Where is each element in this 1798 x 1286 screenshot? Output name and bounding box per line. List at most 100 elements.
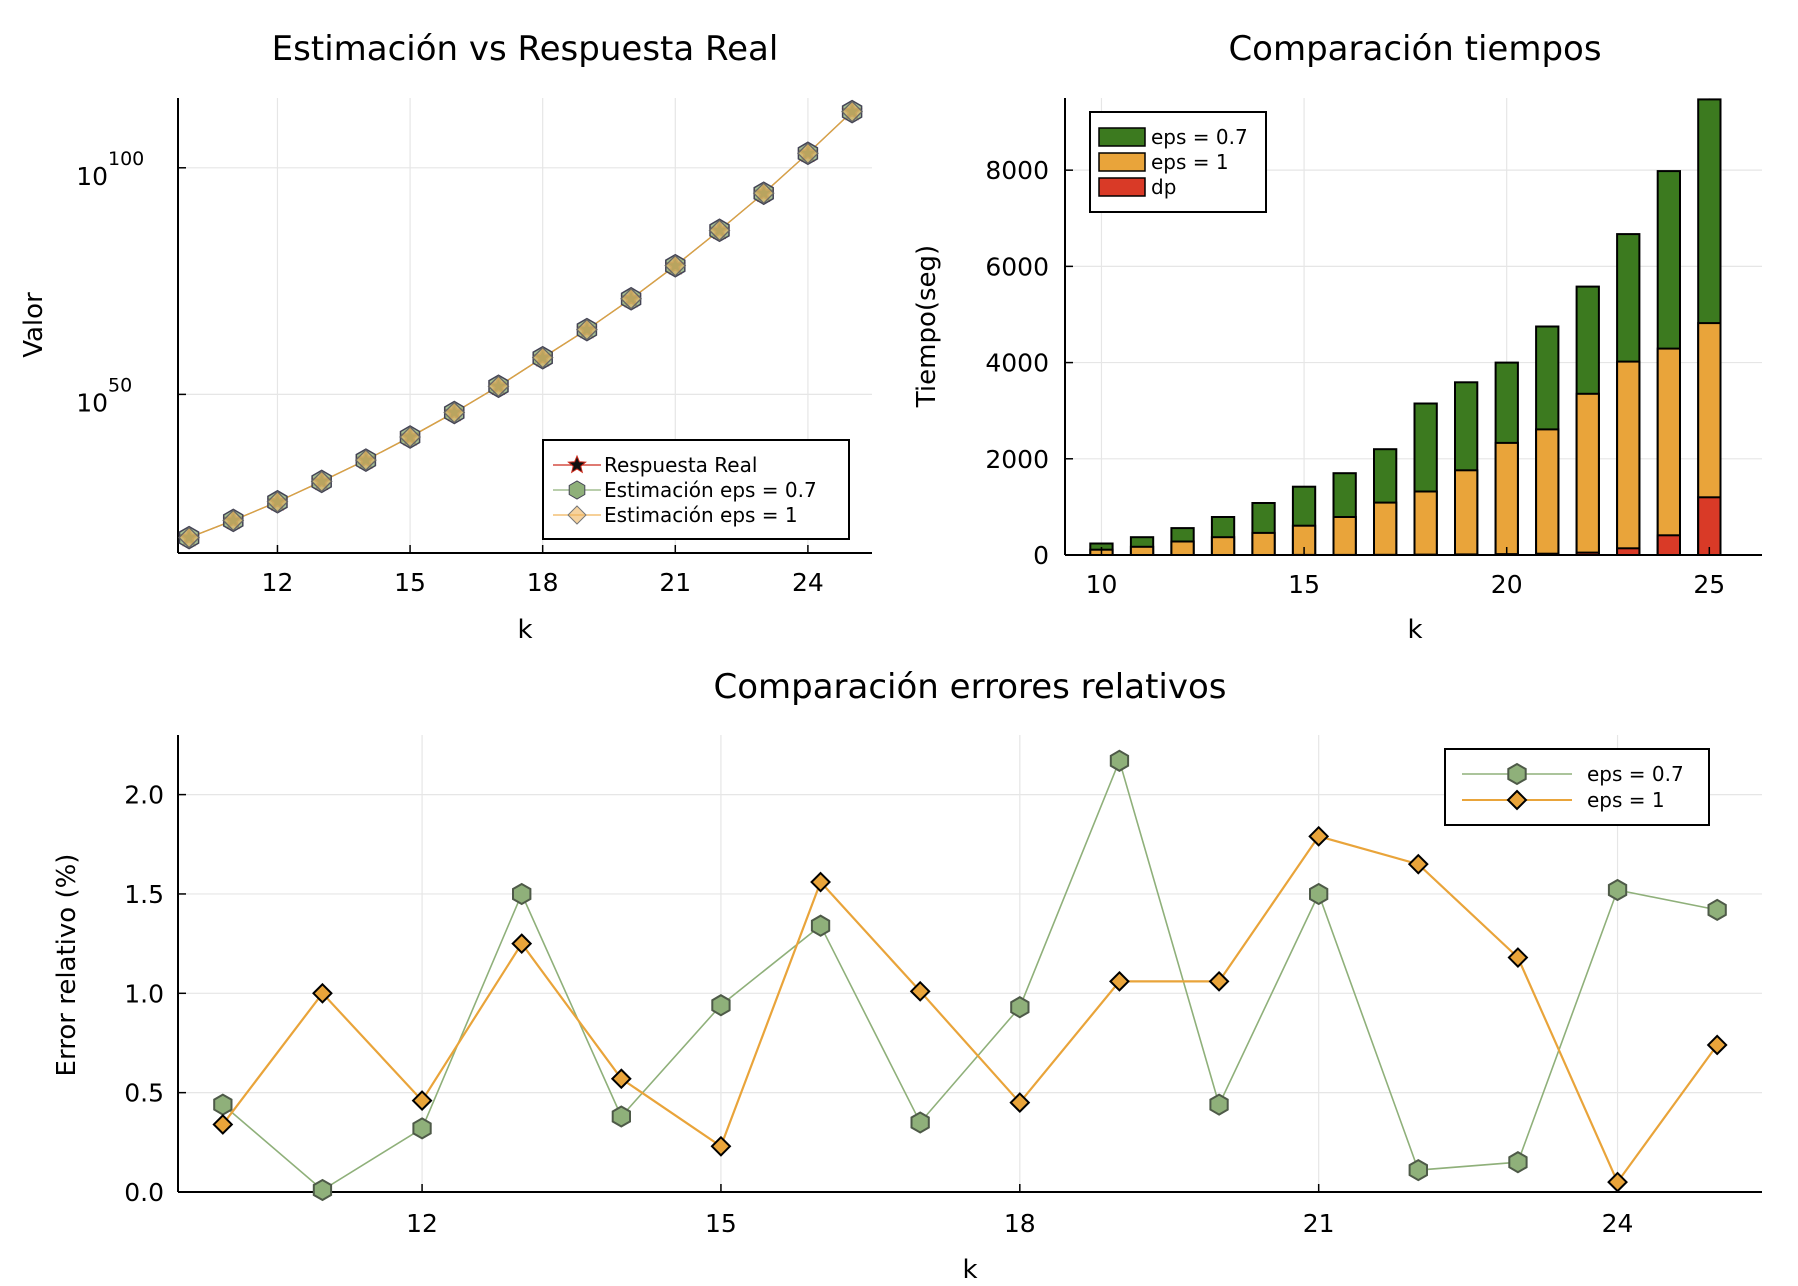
p3-point-eps07 [1010,996,1030,1019]
p2-legend-eps07: eps = 0.7 [1151,125,1248,149]
p1-legend-real: Respuesta Real [604,453,757,477]
p3-point-eps07 [512,882,532,906]
p2-y-tick-label: 6000 [985,252,1049,281]
p2-bar-dp [1697,496,1722,556]
p2-bar-dp [1656,534,1681,556]
p3-legend: eps = 0.7 eps = 1 [1444,748,1710,826]
p2-legend-eps1: eps = 1 [1151,150,1229,174]
p2-legend-swatch-eps07 [1098,127,1146,147]
p2-bar-eps1 [1170,540,1195,556]
p3-ylabel: Error relativo (%) [52,854,82,1077]
p1-x-tick-label: 18 [527,568,559,597]
p2-bar-eps1 [1454,469,1479,556]
title-estimacion: Estimación vs Respuesta Real [272,29,779,69]
p3-point-eps07 [412,1117,432,1140]
p3-x-tick-label: 18 [1004,1209,1036,1238]
p1-x-tick-label: 24 [792,568,824,597]
p1-legend-hexagon-icon [568,480,586,500]
p2-y-tick-label: 4000 [985,349,1049,378]
p1-y-tick-exponent: 100 [108,148,144,170]
p3-legend-diamond-icon [1506,789,1528,811]
p1-point-eps1 [575,318,598,341]
p1-point-eps1 [443,401,466,424]
p3-point-eps1 [610,1068,632,1090]
p3-legend-eps07: eps = 0.7 [1587,762,1684,786]
p1-series-line [188,111,853,539]
p2-bar-eps1 [1251,531,1276,557]
p2-x-tick-label: 10 [1086,570,1118,599]
p3-y-tick-label: 0.5 [124,1079,164,1108]
p3-legend-hexagon-icon [1507,762,1527,786]
title-errores: Comparación errores relativos [713,667,1226,707]
p2-legend-swatch-dp [1098,177,1146,197]
p3-point-eps1 [909,980,931,1002]
p3-y-tick-label: 0.0 [124,1178,164,1207]
p3-point-eps1 [710,1135,732,1157]
panel-errores: Comparación errores relativos 12 15 18 21 24… [52,667,1762,1285]
p3-point-eps07 [312,1178,333,1202]
p2-bar-eps1 [1129,545,1155,556]
p2-bar-eps1 [1332,516,1357,556]
p1-legend-diamond-icon [567,505,587,525]
p1-point-eps1 [752,182,775,205]
p1-y-tick-label: 10 [76,162,108,191]
p2-bar-dp [1616,547,1641,556]
p3-x-tick-label: 15 [705,1209,737,1238]
title-tiempos: Comparación tiempos [1228,29,1601,69]
p3-point-eps07 [1209,1093,1229,1116]
p2-bar-eps1 [1373,501,1398,557]
p3-point-eps1 [411,1090,433,1112]
p3-point-eps1 [810,871,831,893]
p2-legend-dp: dp [1151,175,1176,199]
p2-y-tick-label: 2000 [985,445,1049,474]
p3-point-eps07 [1408,1158,1428,1182]
p1-point-eps1 [266,490,289,513]
p1-point-eps1 [664,254,687,277]
p1-legend-eps1: Estimación eps = 1 [604,503,798,527]
p2-bar-eps1 [1616,360,1641,556]
p3-point-eps07 [1309,882,1329,906]
p3-x-tick-label: 21 [1303,1209,1335,1238]
p3-point-eps07 [810,914,831,937]
p3-point-eps07 [1508,1151,1528,1174]
p3-point-eps1 [511,933,533,955]
p1-point-eps1 [354,449,377,472]
p3-point-eps1 [1507,947,1529,968]
p1-point-eps1 [708,219,731,242]
p1-point-eps1 [178,526,200,549]
p1-ylabel: Valor [19,292,49,358]
p3-point-eps1 [1706,1034,1728,1056]
p3-point-eps07 [1607,878,1628,902]
p1-xlabel: k [517,615,532,645]
p1-x-tick-label: 21 [659,568,691,597]
p2-ylabel: Tiempo(seg) [912,245,942,408]
p1-point-eps1 [841,100,864,123]
p3-line-eps1 [221,835,1719,1185]
p1-x-tick-label: 15 [394,568,426,597]
p3-y-tick-label: 2.0 [124,781,164,810]
p2-bar-eps1 [1494,441,1519,556]
p3-point-eps07 [910,1111,930,1134]
p2-bar-eps1 [1656,347,1681,556]
p1-point-eps1 [531,346,554,369]
p2-bar-eps1 [1535,428,1560,556]
p3-line-eps07 [222,758,1718,1191]
p2-y-tick-label: 0 [1033,541,1049,570]
p3-y-tick-label: 1.5 [124,880,164,909]
p2-xlabel: k [1407,615,1422,645]
p1-legend-star-icon [567,454,587,474]
p3-point-eps07 [611,1105,631,1128]
p3-point-eps1 [1109,970,1130,992]
p3-legend-eps1: eps = 1 [1587,788,1665,812]
p1-y-tick-exponent: 50 [108,374,132,396]
p2-x-tick-label: 25 [1693,570,1725,599]
p3-point-eps07 [1109,749,1130,772]
p3-x-tick-label: 12 [406,1209,438,1238]
p1-legend-eps07: Estimación eps = 0.7 [604,478,817,502]
p1-point-eps1 [487,375,510,398]
p3-x-tick-label: 24 [1602,1209,1634,1238]
p3-point-eps1 [1407,853,1429,875]
p2-bar-eps1 [1413,490,1438,556]
p1-point-eps1 [222,509,245,532]
